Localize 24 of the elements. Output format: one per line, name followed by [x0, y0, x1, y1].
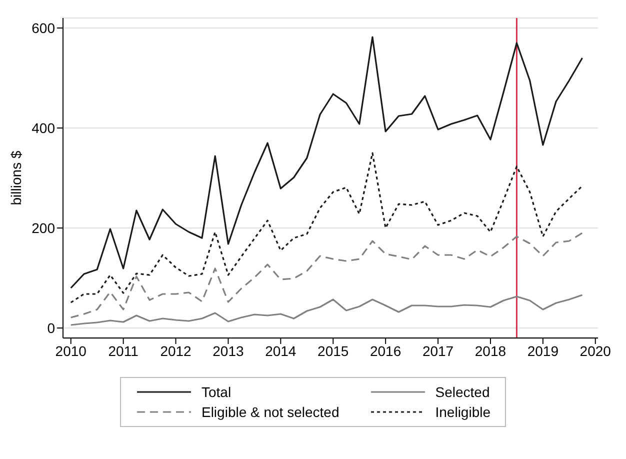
- y-axis-title: billions $: [8, 150, 24, 206]
- x-tick-label: 2011: [108, 342, 139, 359]
- legend-label: Ineligible: [435, 404, 491, 420]
- x-tick-label: 2019: [527, 342, 559, 359]
- line-series: [70, 152, 584, 304]
- x-tick-label: 2018: [474, 342, 506, 359]
- line-series: [70, 36, 584, 289]
- x-tick-label: 2010: [55, 342, 87, 359]
- x-tick-label: 2016: [370, 342, 402, 359]
- x-tick-label: 2020: [580, 342, 612, 359]
- line-series: [70, 294, 584, 326]
- y-tick-label: 600: [32, 20, 56, 36]
- legend-label: Selected: [435, 384, 490, 400]
- x-tick-label: 2012: [160, 342, 192, 359]
- y-tick-label: 200: [32, 220, 56, 236]
- legend-label: Eligible & not selected: [201, 404, 340, 420]
- y-tick-label: 0: [47, 320, 56, 336]
- x-tick-label: 2017: [422, 342, 454, 359]
- x-tick-label: 2015: [318, 342, 349, 359]
- x-tick-label: 2014: [265, 342, 296, 359]
- x-tick-label: 2013: [212, 342, 244, 359]
- legend-label: Total: [201, 384, 232, 400]
- y-tick-label: 400: [32, 120, 56, 136]
- line-series: [70, 232, 584, 318]
